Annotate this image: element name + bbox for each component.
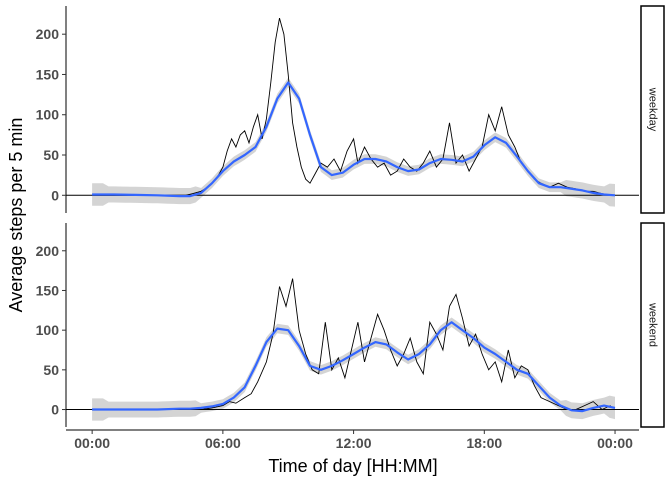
- y-axis-title: Average steps per 5 min: [6, 118, 26, 313]
- x-axis: 00:00 06:00 12:00 18:00 00:00: [66, 429, 639, 451]
- y-tick-label: 50: [43, 147, 59, 163]
- confidence-band: [92, 317, 616, 421]
- y-tick-label: 200: [36, 243, 60, 259]
- y-tick-label: 0: [51, 187, 59, 203]
- y-tick-label: 50: [43, 362, 59, 378]
- panels-layer: 0 50 100 150 200 weekday 0 50 100 150 200 weekend 00…: [36, 5, 665, 451]
- raw-steps-line: [92, 278, 611, 411]
- y-tick-label: 0: [51, 402, 59, 418]
- x-tick-label: 12:00: [336, 435, 372, 451]
- panel-weekend: 0 50 100 150 200 weekend: [36, 222, 665, 428]
- x-tick-label: 00:00: [74, 435, 110, 451]
- y-tick-label: 100: [36, 107, 60, 123]
- panel-weekday: 0 50 100 150 200 weekday: [36, 5, 665, 214]
- panel-content-weekend: [66, 278, 639, 421]
- y-tick-label: 150: [36, 282, 60, 298]
- y-tick-label: 150: [36, 66, 60, 82]
- panel-content-weekday: [66, 17, 639, 207]
- y-tick-label: 100: [36, 322, 60, 338]
- facet-strip-label: weekend: [647, 302, 659, 347]
- smooth-trend-line: [92, 321, 616, 413]
- x-tick-label: 18:00: [466, 435, 502, 451]
- smooth-trend-line: [92, 81, 616, 198]
- facet-strip-label: weekday: [647, 87, 659, 132]
- facet-strip-weekday: [640, 5, 665, 214]
- y-tick-label: 200: [36, 26, 60, 42]
- x-axis-title: Time of day [HH:MM]: [268, 456, 437, 476]
- x-tick-label: 06:00: [205, 435, 241, 451]
- x-tick-label: 00:00: [597, 435, 633, 451]
- confidence-band: [92, 77, 616, 207]
- facet-strip-weekend: [640, 222, 665, 428]
